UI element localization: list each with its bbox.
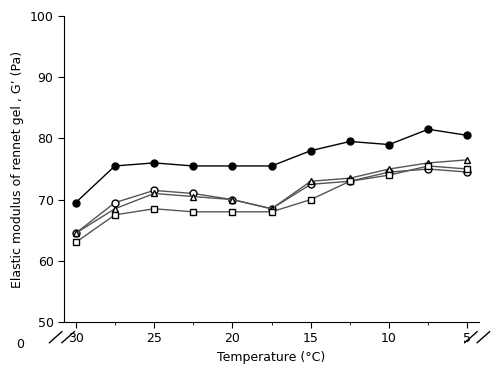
X-axis label: Temperature (°C): Temperature (°C) xyxy=(218,351,326,364)
Y-axis label: Elastic modulus of rennet gel , G’ (Pa): Elastic modulus of rennet gel , G’ (Pa) xyxy=(11,51,24,288)
Text: 0: 0 xyxy=(16,338,24,351)
